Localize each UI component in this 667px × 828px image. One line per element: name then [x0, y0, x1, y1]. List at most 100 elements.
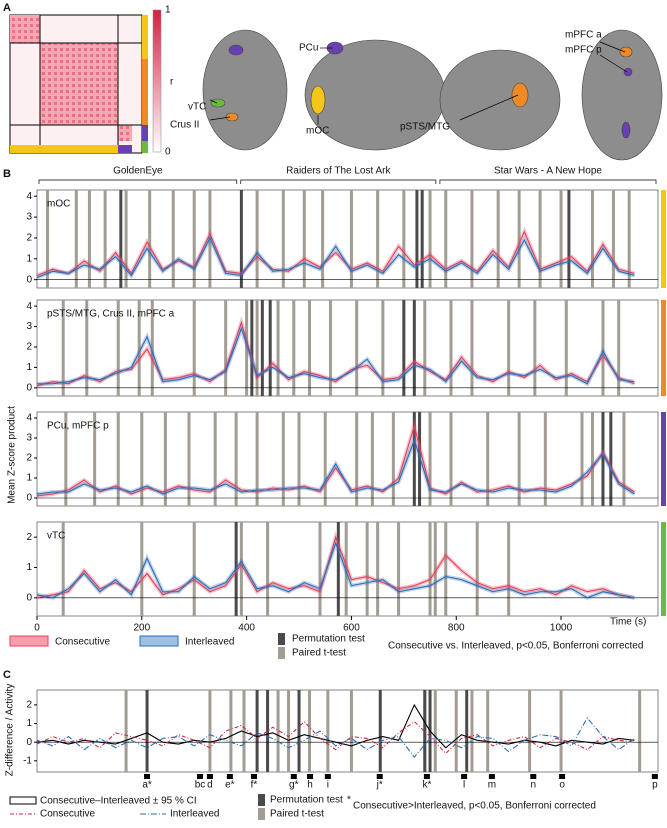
- series-line: [36, 703, 635, 749]
- series-line: [36, 720, 635, 755]
- series-line: [36, 535, 635, 599]
- panel-region-label: PCu, mPFC p: [47, 421, 109, 432]
- event-label: p: [652, 780, 658, 791]
- event-label: e*: [225, 780, 235, 791]
- event-marker: [559, 774, 566, 779]
- paired-t-bar: [590, 190, 594, 288]
- paired-t-bar: [355, 412, 359, 506]
- legend-swatch: [258, 808, 265, 820]
- paired-t-bar: [64, 412, 68, 506]
- event-marker: [324, 774, 331, 779]
- paired-t-bar: [376, 522, 380, 616]
- legend-label: Consecutive: [55, 637, 110, 648]
- permutation-bar: [465, 690, 469, 772]
- event-marker: [196, 774, 203, 779]
- y-tick-label: 1: [26, 362, 32, 373]
- event-marker: [376, 774, 383, 779]
- paired-t-bar: [103, 190, 107, 288]
- y-tick-label: 0: [26, 592, 32, 603]
- paired-t-bar: [239, 522, 243, 616]
- paired-t-bar: [475, 522, 479, 616]
- paired-t-bar: [617, 300, 621, 396]
- paired-t-bar: [433, 522, 437, 616]
- paired-t-bar: [255, 190, 259, 288]
- event-marker: [206, 774, 213, 779]
- region-label: vTC: [188, 102, 206, 113]
- region-label: PCu: [299, 43, 318, 54]
- paired-t-bar: [601, 300, 605, 396]
- legend-label: Permutation test: [270, 795, 343, 806]
- series-band: [37, 322, 635, 387]
- event-marker: [307, 774, 314, 779]
- paired-t-bar: [486, 690, 490, 772]
- paired-t-bar: [564, 300, 568, 396]
- series-line: [37, 326, 635, 385]
- permutation-bar: [297, 690, 301, 772]
- x-tick-label: 0: [34, 623, 40, 634]
- event-label: d: [207, 780, 213, 791]
- paired-t-bar: [496, 190, 500, 288]
- legend-swatch: [258, 794, 265, 806]
- paired-t-bar: [124, 690, 128, 772]
- event-marker: [290, 774, 297, 779]
- paired-t-bar: [224, 300, 228, 396]
- y-tick-label: 0: [26, 382, 32, 393]
- movie-bracket: [38, 179, 238, 184]
- panel-region-label: vTC: [47, 531, 65, 542]
- paired-t-bar: [308, 690, 312, 772]
- paired-t-bar: [87, 190, 91, 288]
- region-label: mOC: [306, 126, 329, 137]
- paired-t-bar: [517, 190, 521, 288]
- y-tick-label: 2: [26, 342, 32, 353]
- y-tick-label: 0: [26, 737, 32, 748]
- x-tick-label: 800: [448, 623, 465, 634]
- event-label: m: [488, 780, 496, 791]
- paired-t-bar: [292, 300, 296, 396]
- permutation-bar: [420, 190, 424, 288]
- paired-t-bar: [328, 300, 332, 396]
- y-tick-label: 3: [26, 321, 32, 332]
- paired-t-bar: [74, 190, 78, 288]
- permutation-bar: [412, 300, 416, 396]
- x-axis-label: Time (s): [610, 617, 646, 628]
- plot-frame: [36, 299, 659, 397]
- x-tick-label: 1000: [550, 623, 573, 634]
- paired-t-bar: [543, 412, 547, 506]
- y-tick-label: 3: [26, 212, 32, 223]
- event-marker: [530, 774, 537, 779]
- paired-t-bar: [281, 190, 285, 288]
- event-label: k*: [422, 780, 431, 791]
- paired-t-bar: [376, 190, 380, 288]
- event-label: f*: [251, 780, 258, 791]
- y-tick-label: 1: [26, 718, 32, 729]
- permutation-bar: [260, 300, 264, 396]
- paired-t-bar: [444, 522, 448, 616]
- paired-t-bar: [627, 190, 631, 288]
- paired-t-bar: [428, 190, 432, 288]
- colorbar: [152, 9, 162, 153]
- panel-label: A: [3, 2, 11, 14]
- x-tick-label: 400: [238, 623, 255, 634]
- paired-t-bar: [192, 522, 196, 616]
- paired-t-bar: [318, 522, 322, 616]
- series-line: [36, 716, 635, 758]
- series-line: [36, 438, 635, 495]
- panel-region-label: mOC: [47, 199, 70, 210]
- paired-t-bar: [140, 522, 144, 616]
- paired-t-bar: [276, 300, 280, 396]
- paired-t-bar: [517, 412, 521, 506]
- paired-t-bar: [61, 300, 65, 396]
- paired-t-bar: [242, 690, 246, 772]
- permutation-bar: [239, 190, 243, 288]
- brain-renderings: [202, 29, 663, 161]
- paired-t-bar: [344, 522, 348, 616]
- event-marker: [423, 774, 430, 779]
- paired-t-bar: [116, 412, 120, 506]
- paired-t-bar: [559, 690, 563, 772]
- legend-label: Consecutive: [40, 809, 95, 820]
- paired-t-bar: [622, 412, 626, 506]
- panel-label: B: [3, 168, 11, 180]
- legend-label: Paired t-test: [270, 809, 324, 820]
- permutation-bar: [609, 412, 613, 506]
